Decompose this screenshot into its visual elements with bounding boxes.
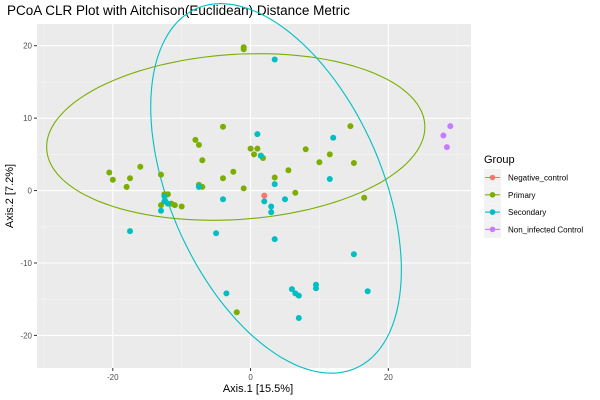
legend-key-secondary <box>489 209 496 215</box>
x-axis-title: Axis.1 [15.5%] <box>223 383 293 395</box>
point-negative-control <box>261 192 268 199</box>
point-primary <box>123 183 130 190</box>
point-secondary <box>313 285 319 292</box>
point-primary <box>251 151 257 158</box>
point-primary <box>178 203 185 210</box>
point-primary <box>192 136 199 143</box>
point-secondary <box>257 152 264 159</box>
point-secondary <box>295 292 302 299</box>
point-secondary <box>271 236 278 243</box>
point-primary <box>316 159 323 166</box>
y-tick-label: 10 <box>23 114 32 123</box>
point-primary <box>109 176 116 183</box>
point-secondary <box>158 207 164 214</box>
legend-label-secondary: Secondary <box>508 208 546 217</box>
axis-ticks: -20 0 20 -20 -10 0 10 20 <box>20 42 393 382</box>
y-tick-label: -10 <box>20 259 32 268</box>
chart-title: PCoA CLR Plot with Aitchison(Euclidean) … <box>7 3 350 18</box>
point-non-infected-control <box>440 132 447 139</box>
point-primary <box>158 171 164 178</box>
legend: Group Negative_control Primary Secondary No… <box>484 154 583 238</box>
point-primary <box>302 146 309 153</box>
legend-title: Group <box>484 154 515 166</box>
point-secondary <box>282 196 288 203</box>
point-primary <box>127 175 133 182</box>
point-secondary <box>268 209 275 216</box>
legend-label-primary: Primary <box>508 191 536 200</box>
point-secondary <box>161 193 168 200</box>
y-tick-label: -20 <box>20 331 32 340</box>
point-secondary <box>288 286 295 293</box>
point-secondary <box>254 131 261 138</box>
legend-key-negative-control <box>489 174 496 181</box>
x-tick-label: 20 <box>384 373 393 382</box>
point-secondary <box>350 251 357 258</box>
point-secondary <box>326 176 333 182</box>
point-secondary <box>330 134 337 141</box>
point-primary <box>171 202 178 209</box>
legend-key-primary <box>489 192 496 198</box>
point-primary <box>254 145 261 152</box>
y-axis-title: Axis.2 [7.2%] <box>4 164 16 228</box>
ellipse-secondary <box>150 3 402 374</box>
plot-panel <box>37 24 471 368</box>
point-secondary <box>195 183 202 190</box>
point-secondary <box>223 290 230 297</box>
point-primary <box>220 123 226 130</box>
point-secondary <box>268 203 275 210</box>
point-secondary <box>220 196 226 203</box>
point-secondary <box>295 315 302 321</box>
point-primary <box>285 167 292 174</box>
point-primary <box>106 169 113 176</box>
point-secondary <box>127 228 133 235</box>
point-secondary <box>364 288 371 295</box>
point-primary <box>350 160 357 166</box>
point-primary <box>199 157 206 164</box>
point-primary <box>326 151 333 158</box>
point-secondary <box>261 198 268 205</box>
data-points <box>106 44 454 321</box>
x-tick-label: 0 <box>248 373 253 382</box>
point-primary <box>220 175 226 182</box>
point-non-infected-control <box>443 144 450 151</box>
ellipse-primary <box>46 53 426 221</box>
major-gridlines <box>37 24 471 368</box>
x-tick-label: -20 <box>107 373 119 382</box>
y-tick-label: 20 <box>23 42 32 51</box>
legend-key-non-infected-control <box>489 226 496 233</box>
point-primary <box>271 174 278 181</box>
point-secondary <box>271 181 278 188</box>
point-primary <box>240 46 247 53</box>
point-primary <box>347 123 354 130</box>
point-primary <box>233 309 240 316</box>
point-secondary <box>213 230 220 237</box>
point-primary <box>240 185 247 192</box>
point-primary <box>247 145 254 152</box>
legend-label-non-infected-control: Non_infected Control <box>508 225 583 234</box>
point-primary <box>230 168 237 175</box>
y-tick-label: 0 <box>28 187 33 196</box>
point-non-infected-control <box>447 123 454 130</box>
point-secondary <box>164 200 171 207</box>
point-primary <box>195 141 202 148</box>
point-primary <box>292 189 299 196</box>
point-primary <box>361 194 368 201</box>
point-primary <box>137 163 144 170</box>
legend-label-negative-control: Negative_control <box>508 174 568 183</box>
confidence-ellipses <box>46 3 426 374</box>
point-secondary <box>271 56 278 63</box>
